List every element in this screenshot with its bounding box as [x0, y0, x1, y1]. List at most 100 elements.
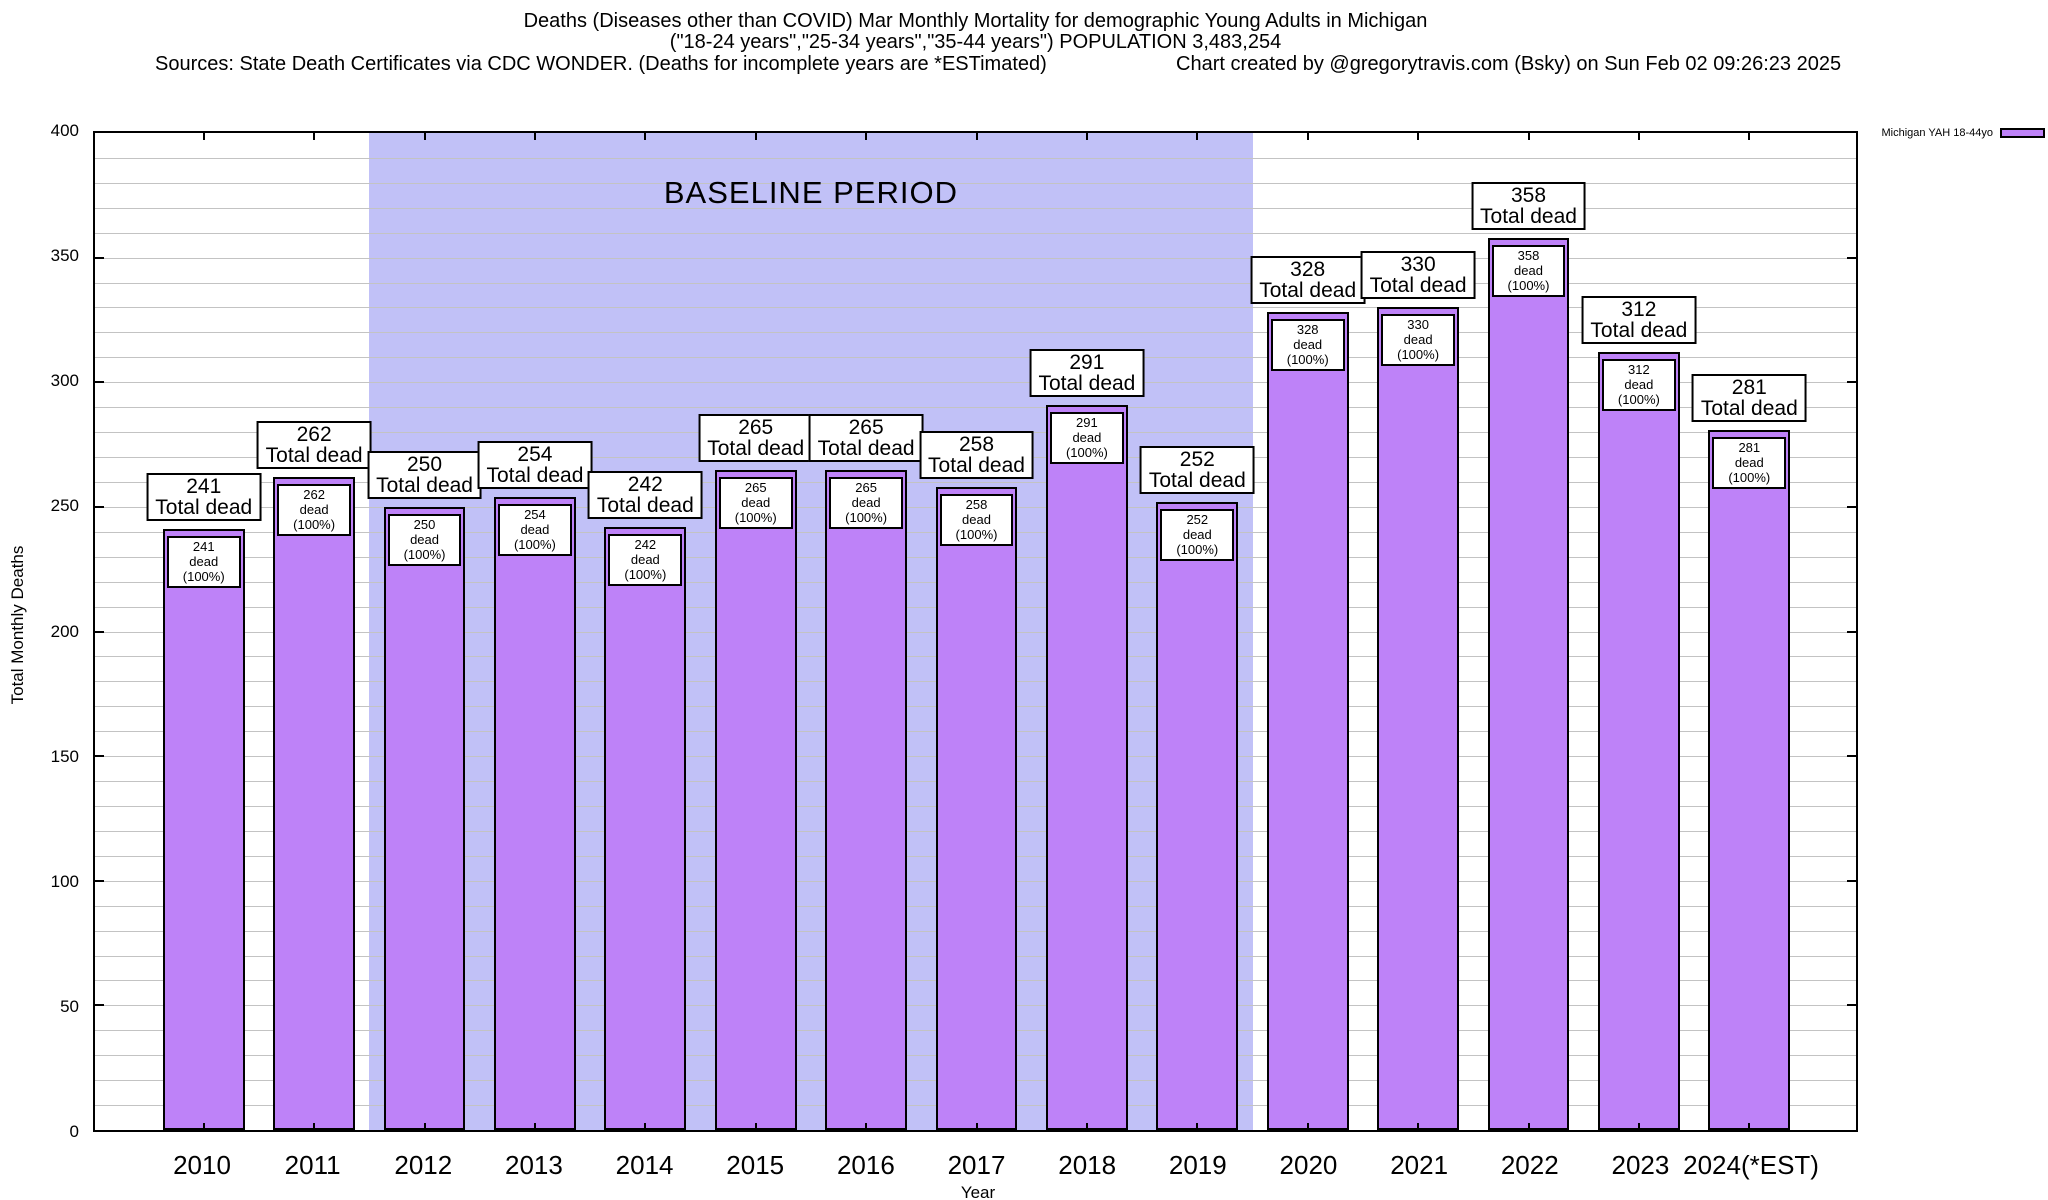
gridline [95, 182, 1856, 184]
x-axis-tick-mark [644, 133, 647, 140]
x-axis-tick-label: 2020 [1279, 1150, 1338, 1180]
y-axis-tick-mark [1847, 879, 1856, 882]
y-axis-tick-mark [95, 381, 104, 384]
baseline-period-label: BASELINE PERIOD [663, 175, 958, 210]
x-axis-tick-mark [1306, 133, 1309, 140]
bar-2017: 258 dead (100%) [935, 486, 1018, 1130]
y-axis-tick-mark [95, 505, 104, 508]
gridline [95, 232, 1856, 234]
gridline [95, 332, 1856, 334]
gridline [95, 407, 1856, 409]
x-axis-tick-label: 2022 [1500, 1150, 1559, 1180]
y-axis-tick-mark [1847, 1004, 1856, 1007]
x-axis-tick-mark [313, 1123, 316, 1130]
gridline [95, 282, 1856, 284]
x-axis-tick-mark [423, 1123, 426, 1130]
y-axis-tick-label: 150 [50, 746, 79, 766]
bar-2022: 358 dead (100%) [1487, 237, 1570, 1130]
chart-title-line2: ("18-24 years","25-34 years","35-44 year… [669, 31, 1282, 53]
bar-total-label: 281 Total dead [1691, 373, 1807, 422]
bar-total-label: 262 Total dead [256, 420, 372, 469]
x-axis-tick-mark [533, 1123, 536, 1130]
x-axis-tick-label: 2016 [836, 1150, 895, 1180]
y-axis-tick-label: 100 [50, 871, 79, 891]
gridline [95, 357, 1856, 359]
x-axis-tick-mark [1748, 1123, 1751, 1130]
x-axis-tick-mark [754, 133, 757, 140]
bar-inner-label: 258 dead (100%) [939, 493, 1014, 546]
bar-2019: 252 dead (100%) [1156, 501, 1239, 1130]
bar-2020: 328 dead (100%) [1266, 312, 1349, 1130]
x-axis-tick-mark [644, 1123, 647, 1130]
bar-total-label: 330 Total dead [1360, 251, 1476, 300]
bar-total-label: 252 Total dead [1139, 445, 1255, 494]
bar-total-label: 258 Total dead [919, 430, 1034, 479]
bar-inner-label: 241 dead (100%) [166, 536, 241, 589]
gridline [95, 481, 1856, 483]
y-axis-tick-mark [1847, 381, 1856, 384]
y-axis-tick-label: 350 [50, 246, 79, 266]
y-axis-tick-label: 50 [60, 996, 79, 1016]
bar-2011: 262 dead (100%) [273, 476, 356, 1130]
bar-inner-label: 265 dead (100%) [718, 476, 793, 529]
plot-area: BASELINE PERIOD 241 dead (100%) 241 Total d… [93, 131, 1858, 1132]
x-axis-tick-mark [865, 133, 868, 140]
x-axis-tick-mark [1417, 133, 1420, 140]
y-axis-tick-mark [1847, 755, 1856, 758]
bar-inner-label: 242 dead (100%) [608, 533, 683, 586]
y-axis-tick-mark [95, 879, 104, 882]
bar-total-label: 358 Total dead [1471, 181, 1586, 230]
y-axis-tick-mark [95, 630, 104, 633]
legend: Michigan YAH 18-44yo [1881, 127, 2045, 139]
x-axis-tick-mark [1417, 1123, 1420, 1130]
x-axis-tick-mark [313, 133, 316, 140]
x-axis-tick-mark [423, 133, 426, 140]
y-axis-tick-mark [1847, 630, 1856, 633]
bar-inner-label: 262 dead (100%) [277, 483, 352, 536]
x-axis-tick-mark [865, 1123, 868, 1130]
x-axis-tick-mark [1527, 1123, 1530, 1130]
bar-2024(*EST): 281 dead (100%) [1708, 429, 1791, 1130]
bar-total-label: 312 Total dead [1581, 296, 1697, 345]
bar-total-label: 254 Total dead [477, 440, 593, 489]
x-axis-tick-label: 2023 [1611, 1150, 1670, 1180]
gridline [95, 157, 1856, 159]
bar-total-label: 265 Total dead [808, 413, 924, 462]
gridline [95, 382, 1856, 384]
bar-inner-label: 254 dead (100%) [498, 503, 572, 556]
y-axis-title: Total Monthly Deaths [8, 545, 27, 705]
y-axis-tick-label: 200 [50, 621, 79, 641]
y-axis-tick-mark [1847, 256, 1856, 259]
bar-total-label: 241 Total dead [146, 473, 262, 522]
y-axis-tick-mark [1847, 505, 1856, 508]
chart-title-line1: Deaths (Diseases other than COVID) Mar M… [523, 10, 1428, 32]
bar-2023: 312 dead (100%) [1597, 352, 1680, 1130]
y-axis-tick-labels: 0 50 100 150 200 250 300 350 400 [0, 121, 85, 1141]
bar-total-label: 291 Total dead [1029, 348, 1145, 397]
x-axis-tick-mark [533, 133, 536, 140]
x-axis-title: Year [960, 1183, 996, 1200]
gridline [95, 307, 1856, 309]
x-axis-tick-mark [754, 1123, 757, 1130]
bar-2018: 291 dead (100%) [1046, 404, 1128, 1130]
bar-inner-label: 265 dead (100%) [829, 476, 904, 529]
y-axis-tick-mark [95, 1004, 104, 1007]
x-axis-tick-labels: 2010 2011 2012 2013 2014 2015 2016 2017 2018 2019… [93, 1150, 1858, 1186]
bar-inner-label: 252 dead (100%) [1160, 508, 1235, 561]
y-axis-tick-label: 250 [50, 496, 79, 516]
x-axis-tick-mark [1085, 1123, 1088, 1130]
bar-total-label: 265 Total dead [698, 413, 814, 462]
x-axis-tick-mark [1527, 133, 1530, 140]
x-axis-tick-mark [1196, 1123, 1199, 1130]
bar-inner-label: 250 dead (100%) [387, 513, 462, 566]
chart-credit-note: Chart created by @gregorytravis.com (Bsk… [1176, 53, 1842, 75]
bar-total-label: 328 Total dead [1250, 256, 1366, 305]
x-axis-tick-label: 2024(*EST) [1683, 1150, 1819, 1180]
x-axis-tick-mark [975, 1123, 978, 1130]
y-axis-tick-label: 400 [50, 121, 79, 140]
legend-series-label: Michigan YAH 18-44yo [1881, 127, 1994, 139]
bar-2015: 265 dead (100%) [714, 469, 797, 1130]
bar-inner-label: 291 dead (100%) [1050, 411, 1124, 464]
x-axis-tick-label: 2013 [505, 1150, 563, 1180]
x-axis-tick-mark [1637, 133, 1640, 140]
